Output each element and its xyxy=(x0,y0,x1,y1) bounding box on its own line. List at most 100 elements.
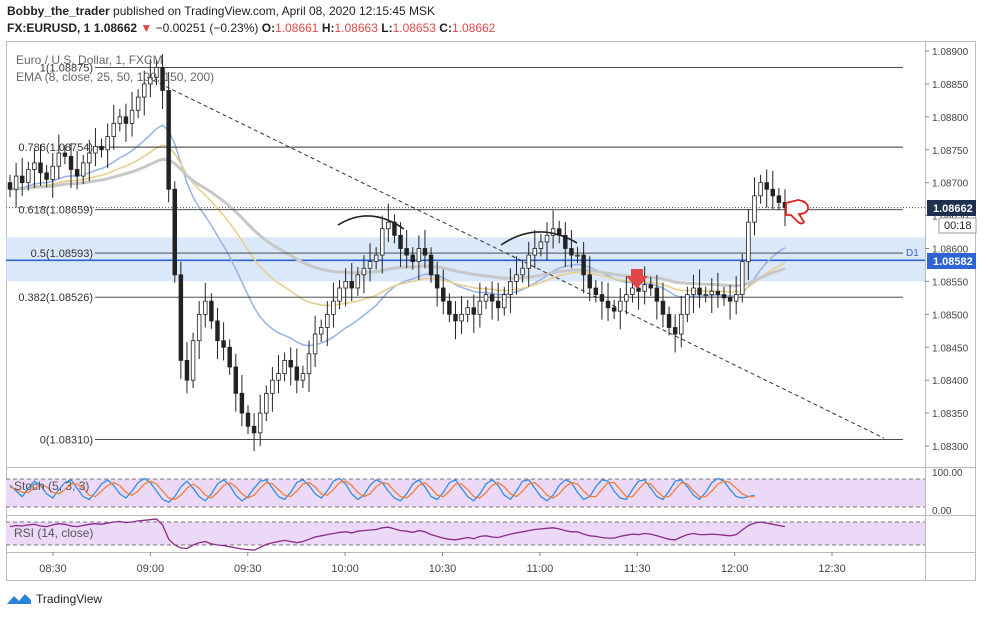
candle-body xyxy=(648,284,653,289)
current-price-badge xyxy=(927,200,976,216)
candle-body xyxy=(776,195,782,203)
candle-body xyxy=(416,248,422,263)
candle-body xyxy=(520,267,525,276)
candle-body xyxy=(325,313,330,328)
open-value: 1.08661 xyxy=(275,21,319,35)
thumbs-down-icon xyxy=(785,199,809,225)
candle-body xyxy=(587,274,592,289)
candle-body xyxy=(270,379,275,394)
level-badge-text: 1.08582 xyxy=(933,256,973,268)
candle-body xyxy=(666,313,672,328)
candle-body xyxy=(318,327,324,335)
candle-body xyxy=(672,327,678,335)
candle-body xyxy=(227,346,232,368)
candle-body xyxy=(209,300,214,322)
candle-body xyxy=(703,294,708,296)
candle-body xyxy=(288,360,293,368)
candle-body xyxy=(38,162,43,174)
time-tick-label: 12:00 xyxy=(721,563,749,575)
high-label: H: xyxy=(321,21,335,35)
candle-body xyxy=(221,340,226,348)
ema-legend: EMA (8, close, 25, 50, 100, 150, 200) xyxy=(16,70,214,84)
level-badge xyxy=(927,253,976,269)
candle-body xyxy=(160,67,165,91)
candle-body xyxy=(477,300,483,315)
rsi-line xyxy=(9,518,786,551)
author-name[interactable]: Bobby_the_trader xyxy=(7,4,110,18)
candle-body xyxy=(331,300,336,315)
candle-body xyxy=(257,412,263,434)
candle-body xyxy=(544,234,550,243)
time-tick-label: 10:30 xyxy=(429,563,457,575)
candle-body xyxy=(715,290,721,295)
pattern-arc-left xyxy=(337,215,405,230)
candle-body xyxy=(569,248,574,256)
price-tick-label: 1.08550 xyxy=(932,277,969,288)
time-tick-label: 09:00 xyxy=(137,563,165,575)
tradingview-footer[interactable]: TradingView xyxy=(6,592,102,606)
main-pane-frame xyxy=(6,41,976,581)
candle-body xyxy=(129,109,135,124)
close-label: C: xyxy=(439,21,452,35)
candle-body xyxy=(770,188,776,197)
candle-body xyxy=(630,287,635,295)
candle-body xyxy=(135,96,141,111)
candle-body xyxy=(355,274,361,289)
candle-body xyxy=(349,281,354,289)
candle-body xyxy=(624,294,629,302)
candle-body xyxy=(312,333,318,355)
candle-body xyxy=(56,152,62,167)
low-label: L: xyxy=(381,21,393,35)
fib-level-label: 0.382(1.08526) xyxy=(18,292,93,304)
ema-mid-line xyxy=(9,144,786,307)
candle-body xyxy=(727,297,733,302)
close-value: 1.08662 xyxy=(451,21,496,35)
candle-body xyxy=(93,146,98,154)
countdown-badge xyxy=(938,217,977,234)
candle-body xyxy=(19,175,25,184)
support-resistance-zone xyxy=(6,237,925,282)
candle-body xyxy=(697,287,702,295)
candle-body xyxy=(239,392,245,414)
candle-body xyxy=(380,228,385,256)
candle-body xyxy=(532,248,538,256)
candle-body xyxy=(215,320,220,342)
candle-body xyxy=(373,254,379,263)
candle-body xyxy=(68,155,74,170)
candle-body xyxy=(282,360,287,374)
fib-level-label: 1(1.08875) xyxy=(40,62,93,74)
candle-body xyxy=(550,228,556,236)
candle-body xyxy=(538,241,544,249)
price-tick-label: 1.08400 xyxy=(932,376,969,387)
candle-body xyxy=(685,294,690,315)
candle-body xyxy=(184,360,190,381)
candle-body xyxy=(709,290,715,295)
candle-body xyxy=(361,267,367,276)
time-tick-label: 10:00 xyxy=(331,563,359,575)
price-tick-label: 1.08600 xyxy=(932,245,969,256)
stoch-legend: Stoch (5, 3, 3) xyxy=(14,479,89,493)
candle-body xyxy=(642,284,647,292)
price-tick-label: 1.08900 xyxy=(932,47,969,58)
candle-body xyxy=(386,221,391,230)
candle-body xyxy=(483,294,489,302)
stoch-tick-label: 100.00 xyxy=(932,468,963,479)
candle-body xyxy=(764,182,769,190)
tradingview-logo-icon xyxy=(7,594,31,604)
time-tick-label: 11:30 xyxy=(624,563,651,575)
price-tick-label: 1.08300 xyxy=(932,442,969,453)
candle-body xyxy=(563,234,568,249)
candle-body xyxy=(428,254,434,276)
price-tick-label: 1.08450 xyxy=(932,343,969,354)
candle-body xyxy=(459,313,464,322)
candle-body xyxy=(13,175,19,190)
candle-body xyxy=(44,172,49,180)
candle-body xyxy=(166,90,171,190)
high-value: 1.08663 xyxy=(334,21,378,35)
candle-body xyxy=(337,287,342,302)
candle-body xyxy=(599,294,605,302)
candle-body xyxy=(721,294,727,299)
chart-header-line2: FX:EURUSD, 1 1.08662 ▼ −0.00251 (−0.23%)… xyxy=(7,21,495,35)
candle-body xyxy=(111,123,116,137)
